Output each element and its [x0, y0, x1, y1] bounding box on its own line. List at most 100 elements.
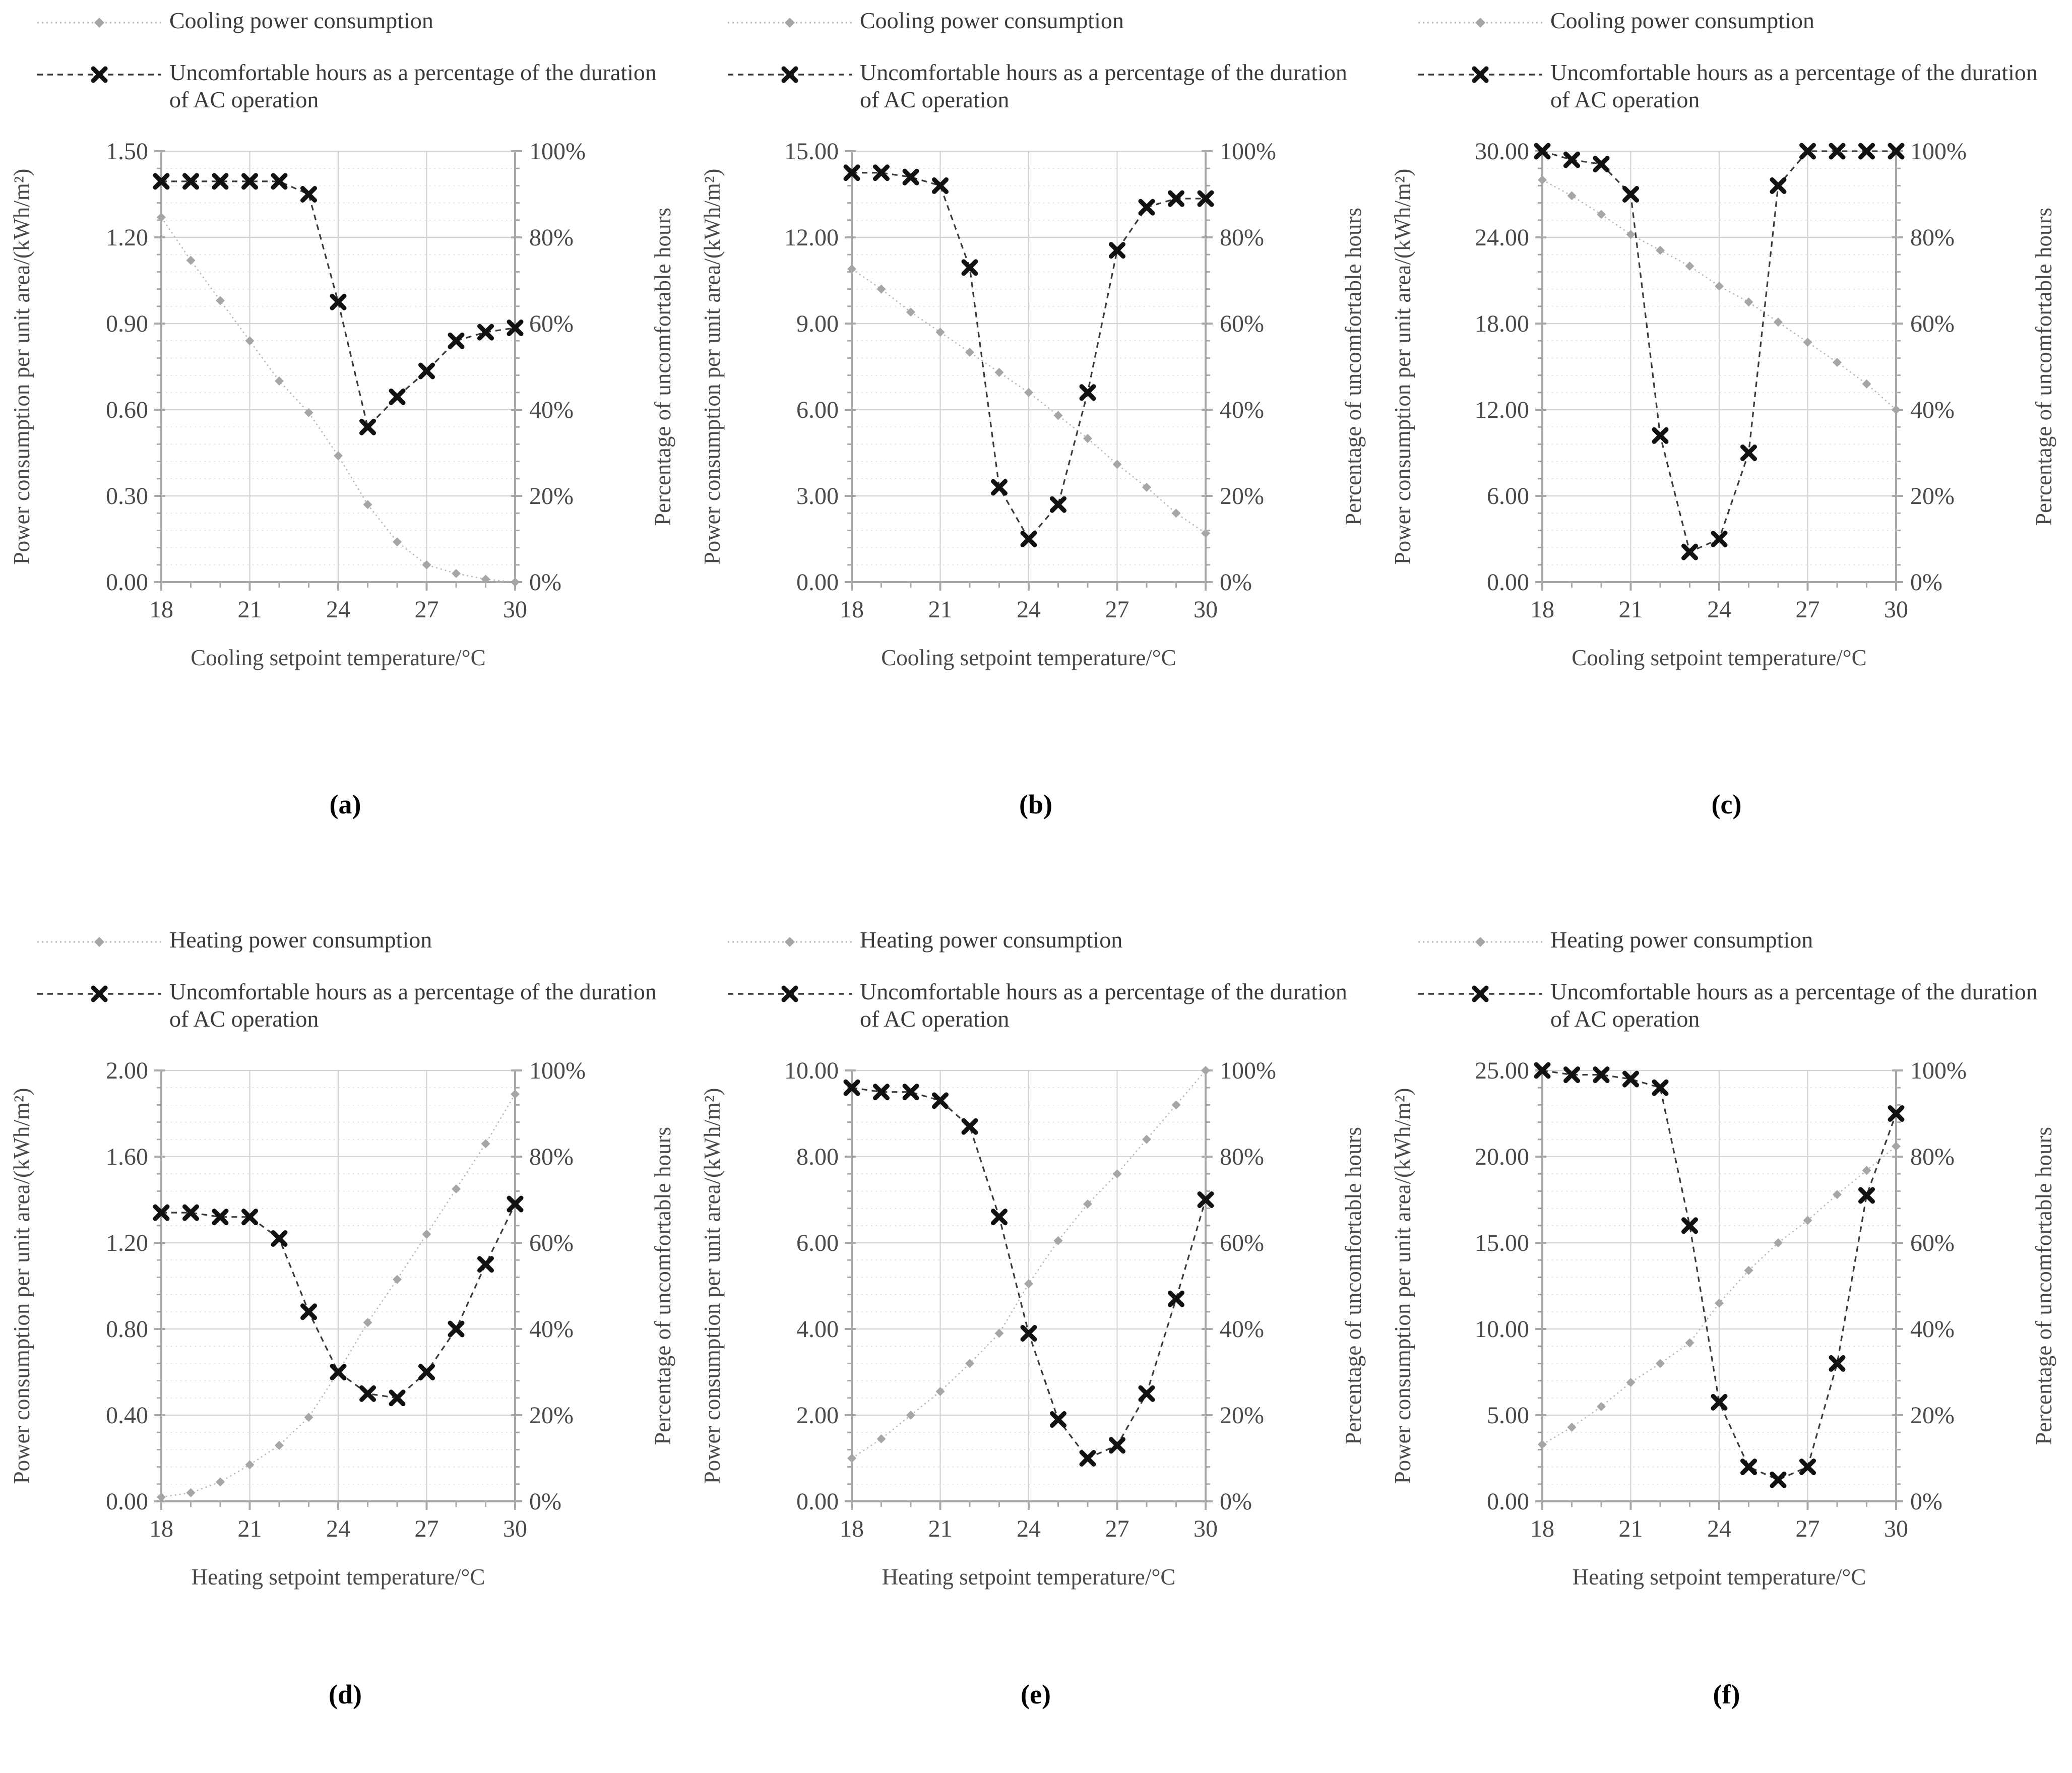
left-axis-tick-label: 0.00 — [1487, 569, 1529, 596]
panel-e: Heating power consumption Uncomfortable h… — [690, 882, 1381, 1773]
right-axis-title: Percentage of uncomfortable hours — [2031, 1127, 2056, 1445]
power-data-point — [1744, 1265, 1753, 1275]
power-data-point — [275, 376, 284, 386]
power-data-point — [511, 1089, 520, 1099]
right-axis-tick-label: 40% — [1220, 1316, 1264, 1343]
power-data-point — [1833, 1189, 1842, 1199]
right-axis-tick-label: 40% — [529, 1316, 574, 1343]
power-data-point — [1656, 1358, 1665, 1368]
left-axis-tick-label: 1.20 — [106, 1230, 148, 1256]
left-axis-tick-label: 0.60 — [106, 397, 148, 423]
left-axis-title: Power consumption per unit area/(kWh/m²) — [700, 1088, 725, 1484]
legend-diamond-marker-icon — [728, 18, 852, 28]
chart-legend: Cooling power consumption Uncomfortable h… — [1381, 7, 2072, 114]
left-axis-tick-label: 0.80 — [106, 1316, 148, 1343]
legend-marker — [727, 11, 853, 37]
chart-svg-e: 0.00 2.00 4.00 6.00 8.00 10.00 0% 20% 40% 60% 80% 1… — [700, 1057, 1366, 1590]
right-axis-tick-label: 80% — [529, 224, 574, 251]
right-axis-tick-label: 100% — [1910, 138, 1967, 165]
legend-diamond-marker-icon — [728, 937, 852, 947]
power-data-point — [1112, 459, 1122, 469]
left-axis-tick-label: 9.00 — [796, 310, 839, 337]
x-axis-tick-label: 24 — [1017, 1515, 1041, 1542]
x-axis-tick-label: 27 — [1796, 596, 1820, 623]
x-axis-title: Heating setpoint temperature/°C — [192, 1564, 485, 1590]
axes — [845, 150, 1213, 591]
chart-svg-b: 0.00 3.00 6.00 9.00 12.00 15.00 0% 20% 40% 60% 80%… — [700, 138, 1366, 670]
x-axis-tick-label: 30 — [1194, 1515, 1218, 1542]
power-data-point — [422, 560, 431, 569]
legend-marker — [1417, 982, 1543, 1008]
x-axis-tick-label: 30 — [1194, 596, 1218, 623]
x-axis-tick-label: 24 — [1707, 596, 1731, 623]
power-data-point — [1892, 1142, 1901, 1151]
right-axis-tick-label: 20% — [1220, 1402, 1264, 1429]
left-axis-tick-label: 1.20 — [106, 224, 148, 251]
series-uncomfortable — [843, 1079, 1214, 1467]
legend-label: Heating power consumption — [1550, 927, 1813, 953]
left-axis-tick-label: 15.00 — [1475, 1230, 1529, 1256]
legend-label: Cooling power consumption — [1550, 8, 1814, 33]
power-data-point — [481, 1138, 490, 1148]
x-axis-tick-label: 24 — [1017, 596, 1041, 623]
legend-label: Heating power consumption — [169, 927, 432, 953]
left-axis-tick-label: 0.90 — [106, 310, 148, 337]
legend-label: Cooling power consumption — [860, 8, 1124, 33]
chart-legend: Heating power consumption Uncomfortable h… — [1381, 926, 2072, 1033]
power-data-point — [1862, 379, 1871, 389]
legend-marker — [36, 11, 162, 37]
left-axis-tick-label: 18.00 — [1475, 310, 1529, 337]
power-data-point — [847, 264, 856, 274]
power-data-point — [304, 1412, 313, 1422]
series-uncomfortable — [1534, 143, 1905, 560]
legend-label: Cooling power consumption — [169, 8, 433, 33]
legend-diamond-marker-icon — [1418, 18, 1542, 28]
left-axis-tick-label: 0.00 — [796, 1488, 839, 1515]
series-power — [157, 212, 520, 587]
power-data-point — [1774, 1238, 1783, 1247]
right-axis-tick-label: 60% — [529, 1230, 574, 1256]
left-axis-title: Power consumption per unit area/(kWh/m²) — [9, 1088, 34, 1484]
legend-item-uncomfortable: Uncomfortable hours as a percentage of t… — [1417, 978, 2072, 1033]
power-data-point — [511, 577, 520, 587]
legend-marker — [727, 982, 853, 1008]
x-axis-tick-label: 27 — [1105, 1515, 1129, 1542]
power-data-point — [216, 1477, 225, 1487]
power-data-point — [847, 1453, 856, 1463]
x-axis-title: Cooling setpoint temperature/°C — [191, 645, 485, 670]
power-data-point — [1171, 1100, 1181, 1109]
power-data-point — [1567, 1422, 1577, 1432]
x-axis-title: Cooling setpoint temperature/°C — [881, 645, 1176, 670]
x-axis-title: Heating setpoint temperature/°C — [882, 1564, 1176, 1590]
right-axis-tick-label: 20% — [1910, 483, 1955, 510]
power-data-point — [1024, 1279, 1033, 1288]
right-axis-tick-label: 100% — [1910, 1057, 1967, 1084]
power-data-point — [935, 327, 945, 337]
power-data-point — [1626, 1377, 1636, 1387]
legend-item-power: Cooling power consumption — [727, 7, 1381, 37]
right-axis-tick-label: 80% — [1220, 1144, 1264, 1170]
x-axis-tick-label: 21 — [1619, 596, 1643, 623]
series-uncomfortable — [153, 1195, 524, 1406]
power-data-point — [1171, 508, 1181, 518]
x-axis-tick-label: 27 — [1796, 1515, 1820, 1542]
right-axis-tick-label: 80% — [529, 1144, 574, 1170]
legend-item-power: Cooling power consumption — [36, 7, 690, 37]
gridlines-major — [851, 150, 1207, 583]
panel-caption: (b) — [1019, 789, 1052, 819]
legend-item-uncomfortable: Uncomfortable hours as a percentage of t… — [36, 978, 690, 1033]
legend-marker — [36, 63, 162, 89]
x-axis-tick-label: 24 — [326, 1515, 350, 1542]
power-data-point — [216, 295, 225, 305]
gridlines-major — [1541, 1069, 1897, 1502]
legend-label: Heating power consumption — [860, 927, 1123, 953]
x-axis-tick-label: 21 — [238, 1515, 262, 1542]
legend-item-uncomfortable: Uncomfortable hours as a percentage of t… — [727, 978, 1381, 1033]
power-data-point — [1597, 209, 1606, 219]
left-axis-tick-label: 1.50 — [106, 138, 148, 165]
legend-diamond-marker-icon — [37, 18, 161, 28]
left-axis-tick-label: 0.30 — [106, 483, 148, 510]
panel-a: Cooling power consumption Uncomfortable h… — [0, 0, 690, 882]
legend-item-uncomfortable: Uncomfortable hours as a percentage of t… — [36, 59, 690, 114]
